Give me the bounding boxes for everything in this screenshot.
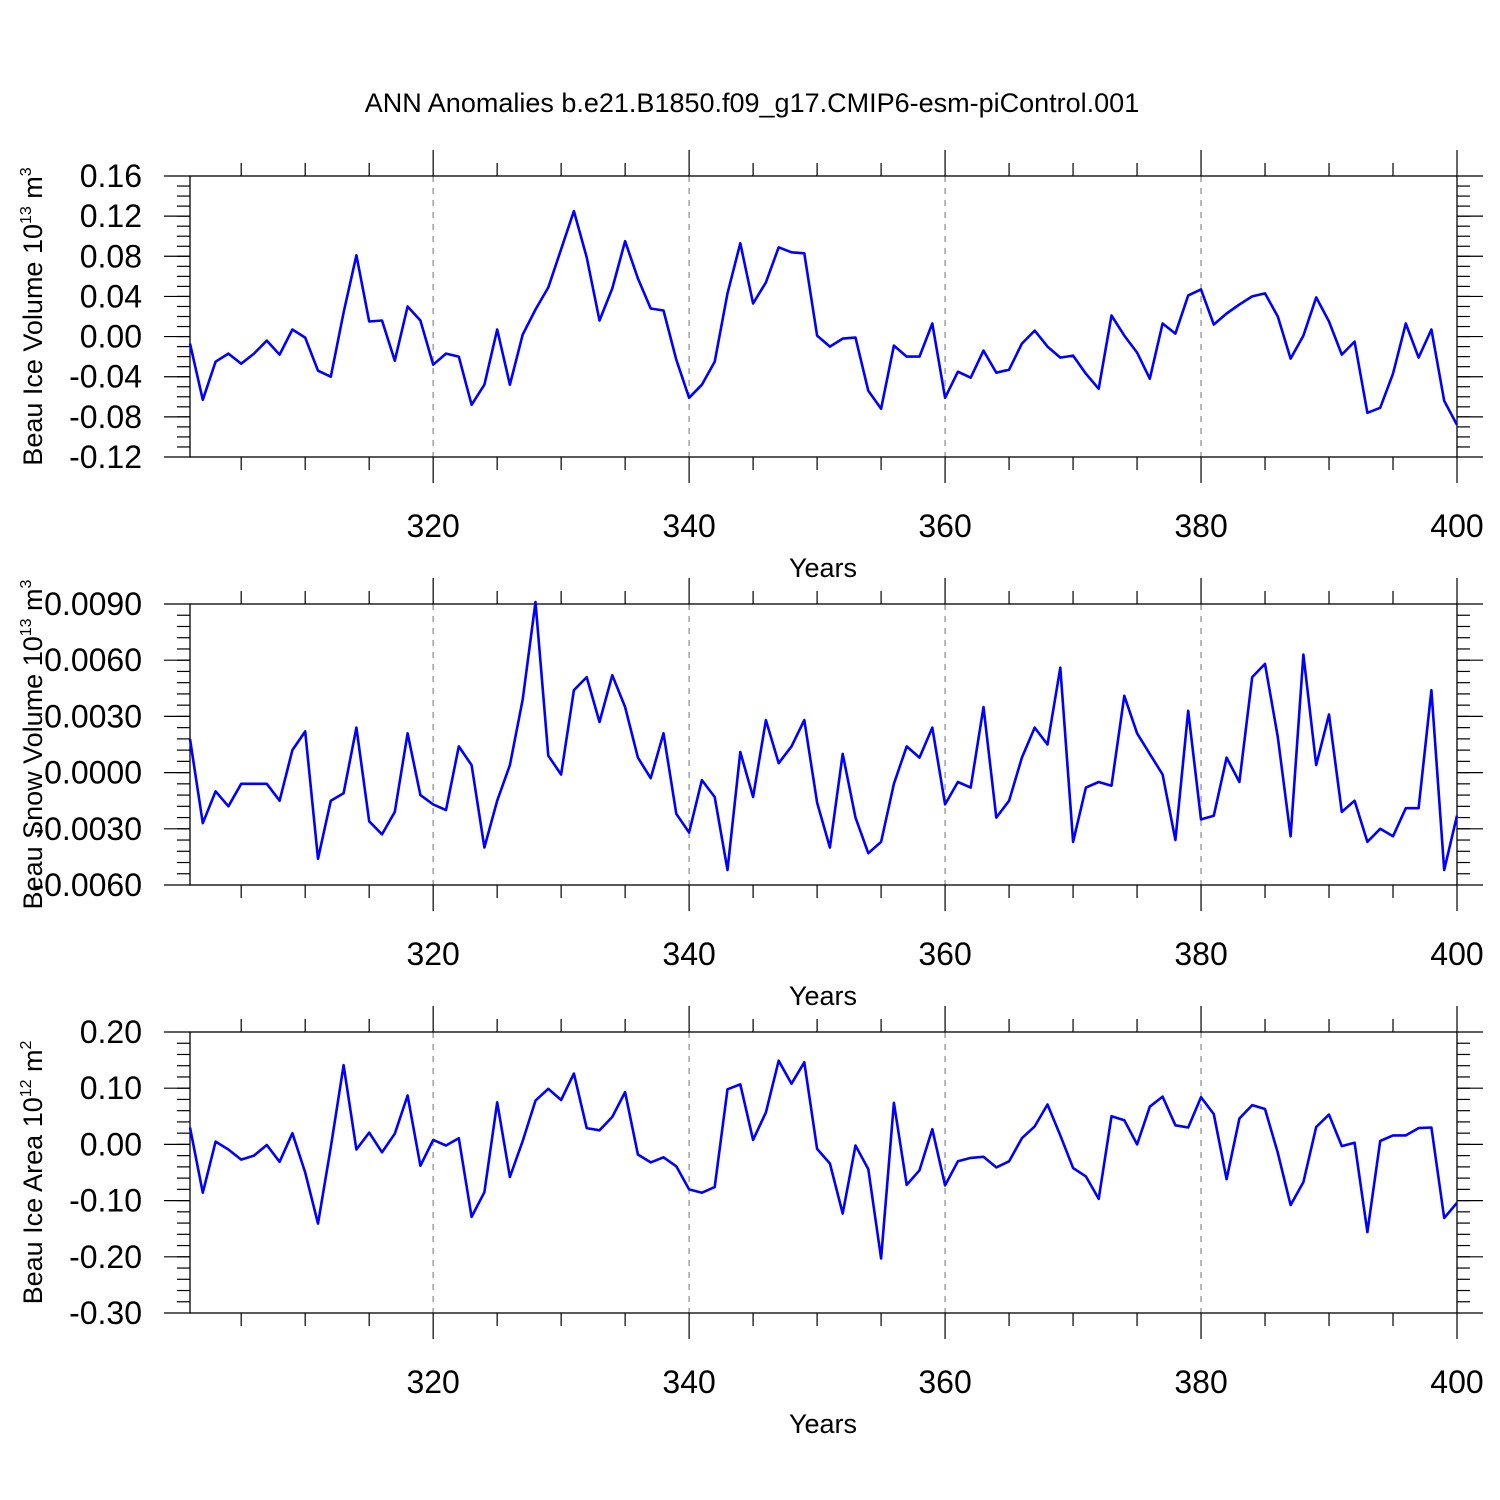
y-tick-label: -0.0060: [33, 867, 142, 903]
y-axis-title-main: Beau Snow Volume 10: [18, 636, 48, 909]
panel-3: 320 340 360 380 400 0.20 0.10 0.00 -0.10 -0.20 -0.…: [18, 1006, 1484, 1439]
y-tick-label: 0.16: [80, 158, 142, 194]
chart-title: ANN Anomalies b.e21.B1850.f09_g17.CMIP6-…: [365, 88, 1139, 118]
x-tick-label: 380: [1174, 508, 1227, 544]
x-tick-label: 340: [662, 936, 715, 972]
y-tick-label: 0.20: [80, 1014, 142, 1050]
x-tick-label: 340: [662, 1364, 715, 1400]
x-tick-label: 360: [918, 1364, 971, 1400]
x-tick-label: 400: [1430, 936, 1483, 972]
panels: 320 340 360 380 400 0.16 0.12 0.08 0.04 0.00 -0.04…: [18, 150, 1484, 1439]
y-axis-title-exponent: 13: [18, 206, 35, 224]
y-tick-label: -0.0030: [33, 811, 142, 847]
y-axis-title-unit: m: [18, 588, 48, 618]
y-tick-label: 0.04: [80, 278, 142, 314]
x-tick-label: 400: [1430, 1364, 1483, 1400]
plot-frame: [189, 175, 1458, 458]
x-axis-title: Years: [789, 553, 857, 583]
y-axis-title-unit-exponent: 3: [18, 167, 35, 176]
y-tick-label: 0.0060: [44, 642, 142, 678]
x-axis-title: Years: [789, 1409, 857, 1439]
y-axis-title: Beau Ice Area 1012 m2: [18, 1040, 48, 1304]
plot-frame: [189, 1031, 1458, 1314]
y-axis-title-unit-exponent: 2: [18, 1040, 35, 1049]
x-tick-label: 380: [1174, 1364, 1227, 1400]
y-axis-title-exponent: 13: [18, 618, 35, 636]
y-tick-label: 0.0090: [44, 586, 142, 622]
y-tick-label: 0.08: [80, 238, 142, 274]
y-tick-label: -0.08: [69, 399, 142, 435]
y-axis-title-main: Beau Ice Volume 10: [18, 224, 48, 466]
plot-frame: [189, 603, 1458, 886]
y-tick-label: 0.00: [80, 1126, 142, 1162]
y-tick-label: -0.20: [69, 1239, 142, 1275]
series-line: [188, 600, 1459, 872]
series-line: [188, 209, 1459, 426]
y-axis-title-unit: m: [18, 176, 48, 206]
series-line: [188, 1059, 1458, 1260]
y-axis-title-exponent: 12: [18, 1079, 35, 1097]
panel-1: 320 340 360 380 400 0.16 0.12 0.08 0.04 0.00 -0.04…: [18, 150, 1484, 583]
y-tick-label: 0.12: [80, 198, 142, 234]
y-tick-label: -0.30: [69, 1295, 142, 1331]
x-tick-label: 360: [918, 508, 971, 544]
y-tick-label: -0.04: [69, 359, 142, 395]
y-tick-label: -0.10: [69, 1183, 142, 1219]
x-tick-label: 360: [918, 936, 971, 972]
x-axis-title: Years: [789, 981, 857, 1011]
x-tick-label: 320: [406, 1364, 459, 1400]
x-tick-label: 380: [1174, 936, 1227, 972]
panel-2: 320 340 360 380 400 0.0090 0.0060 0.0030 0.0000 -…: [18, 578, 1484, 1011]
y-tick-label: 0.0000: [44, 755, 142, 791]
x-tick-label: 400: [1430, 508, 1483, 544]
x-tick-label: 320: [406, 508, 459, 544]
y-axis-title-unit: m: [18, 1049, 48, 1079]
y-tick-label: 0.10: [80, 1070, 142, 1106]
y-tick-label: -0.12: [69, 439, 142, 475]
y-tick-label: 0.00: [80, 319, 142, 355]
y-axis-title-unit-exponent: 3: [18, 579, 35, 588]
y-axis-title: Beau Ice Volume 1013 m3: [18, 167, 48, 465]
y-axis-title: Beau Snow Volume 1013 m3: [18, 579, 48, 909]
x-tick-label: 320: [406, 936, 459, 972]
x-tick-label: 340: [662, 508, 715, 544]
y-tick-label: 0.0030: [44, 698, 142, 734]
y-axis-title-main: Beau Ice Area 10: [18, 1097, 48, 1304]
